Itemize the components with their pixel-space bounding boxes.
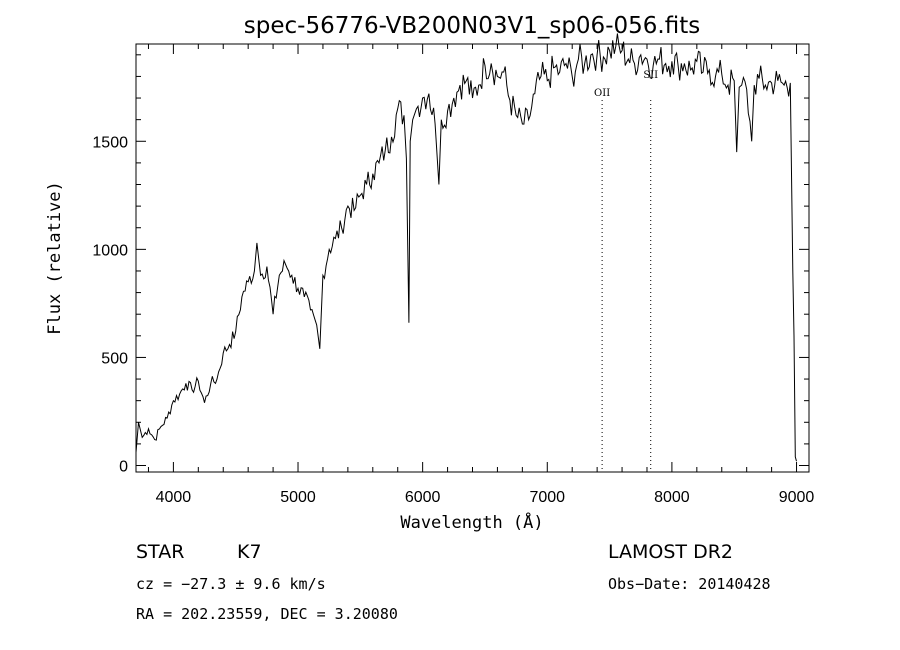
y-tick-label: 500 [101, 350, 128, 367]
y-tick-label: 0 [119, 459, 128, 476]
x-tick-label: 7000 [529, 489, 565, 506]
x-axis-label: Wavelength (Å) [400, 511, 543, 533]
y-tick-label: 1000 [92, 242, 128, 259]
survey-label: LAMOST DR2 [608, 541, 733, 563]
spectral-subclass: K7 [237, 541, 262, 563]
redshift-info: cz = −27.3 ± 9.6 km/s [136, 575, 326, 593]
line-markers: OII SII [594, 70, 658, 472]
x-tick-label: 9000 [779, 489, 815, 506]
chart-title: spec-56776-VB200N03V1_sp06-056.fits [244, 13, 700, 39]
plot-frame [135, 43, 810, 473]
x-tick-label: 5000 [280, 489, 316, 506]
x-tick-label: 6000 [405, 489, 441, 506]
object-class: STAR [136, 541, 184, 563]
emission-line-label: OII [594, 88, 610, 99]
axis-ticks: 4000 5000 6000 7000 8000 9000 0 500 1000 1500 [92, 44, 814, 506]
x-tick-label: 4000 [156, 489, 192, 506]
coordinates-info: RA = 202.23559, DEC = 3.20080 [136, 605, 398, 623]
observation-date: Obs−Date: 20140428 [608, 575, 771, 593]
y-tick-label: 1500 [92, 134, 128, 151]
emission-line-label: SII [643, 70, 658, 81]
y-axis-label: Flux (relative) [45, 181, 65, 335]
x-tick-label: 8000 [654, 489, 690, 506]
spectrum-line [135, 33, 797, 462]
